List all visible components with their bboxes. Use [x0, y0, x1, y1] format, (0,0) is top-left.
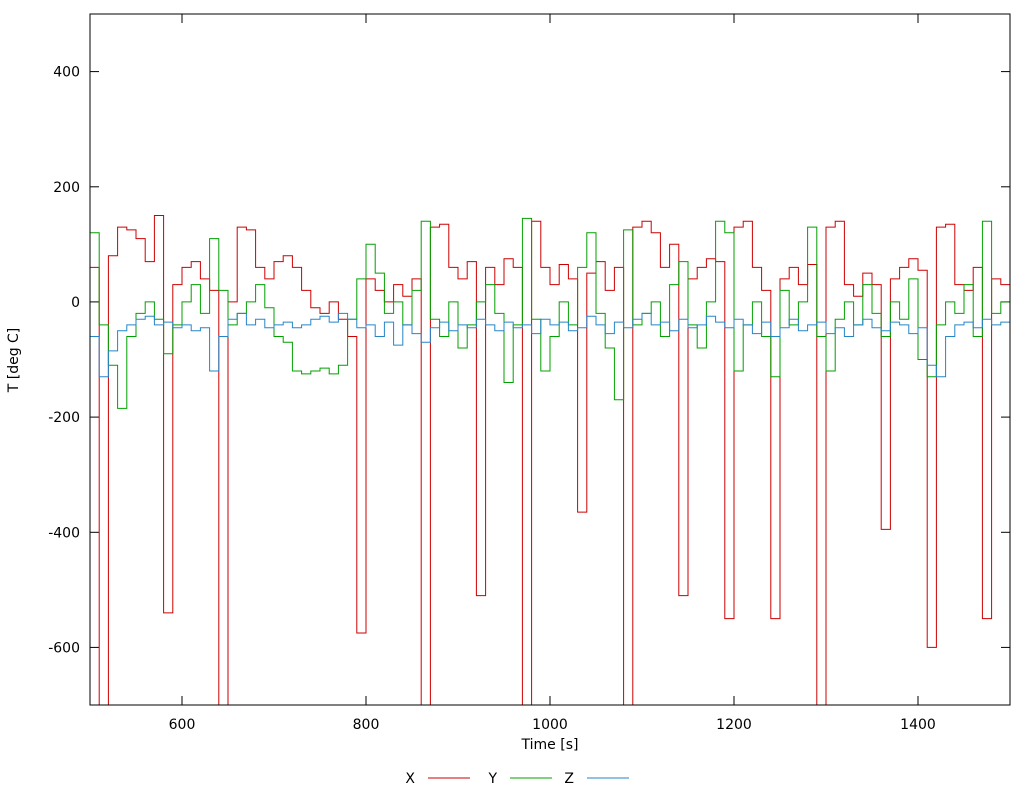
- plot-border: [89, 13, 1011, 706]
- x-axis-label: Time [s]: [521, 737, 579, 753]
- x-tick-label: 1000: [532, 717, 568, 733]
- legend: X Y Z: [405, 771, 629, 787]
- x-tick-label: 800: [353, 717, 380, 733]
- y-axis-label: T [deg C]: [6, 328, 22, 394]
- y-tick-label: -200: [48, 410, 80, 426]
- y-tick-label: -400: [48, 525, 80, 541]
- y-tick-label: 200: [53, 180, 80, 196]
- y-tick-label: -600: [48, 640, 80, 656]
- series-x: [90, 215, 1010, 705]
- x-tick-label: 1200: [716, 717, 752, 733]
- x-tick-label: 600: [169, 717, 196, 733]
- legend-label-y: Y: [487, 771, 497, 787]
- y-tick-label: 400: [53, 65, 80, 81]
- plot-area: -600 -400 -200 0 200 400 600 800 1000 1200 1400: [48, 13, 1011, 733]
- x-tick-label: 1400: [900, 717, 936, 733]
- legend-label-x: X: [405, 771, 415, 787]
- y-tick-label: 0: [71, 295, 80, 311]
- series-z: [90, 312, 1010, 378]
- legend-label-z: Z: [564, 771, 574, 787]
